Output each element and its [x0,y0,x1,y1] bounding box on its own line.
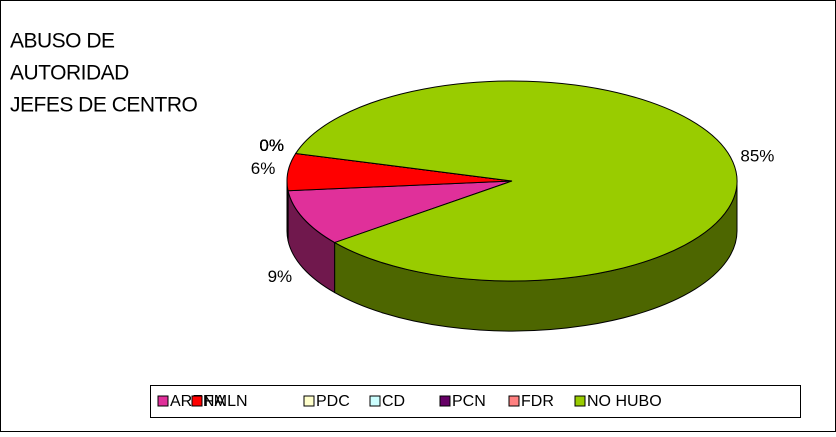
legend-label: FMLN [204,393,248,410]
slice [294,80,738,282]
legend-swatch [157,395,169,407]
legend-swatch [303,395,315,407]
data-label: 0% [259,136,284,155]
data-label: 0% [259,136,284,155]
legend-box [150,385,801,418]
chart-title: ABUSO DE [10,30,115,53]
data-label: 9% [268,267,293,286]
legend-swatch [369,395,381,407]
data-label: 0% [259,136,284,155]
data-label: 0% [259,136,284,155]
legend-swatch [191,395,203,407]
legend-label: PCN [452,393,486,410]
legend-label: NO HUBO [587,393,662,410]
data-label: 6% [251,159,276,178]
legend-swatch [508,395,520,407]
slice [287,180,513,244]
legend-label: FDR [521,393,554,410]
data-label: 85% [740,147,774,166]
legend-label: CD [382,393,405,410]
legend-swatch [574,395,586,407]
chart-title: AUTORIDAD [10,62,129,85]
legend-label: PDC [316,393,350,410]
chart-title: JEFES DE CENTRO [10,94,198,117]
legend-swatch [439,395,451,407]
